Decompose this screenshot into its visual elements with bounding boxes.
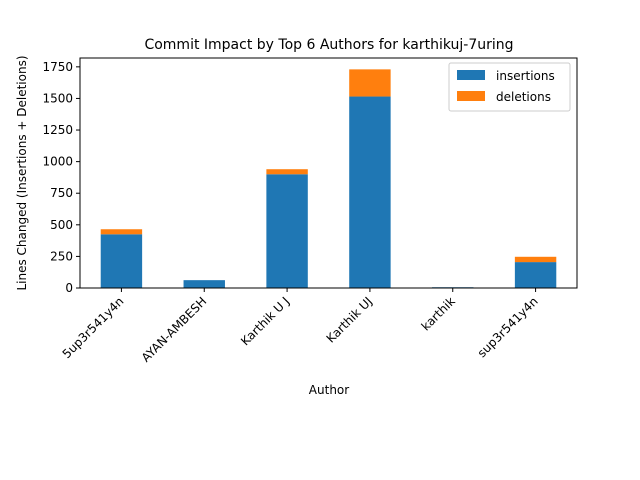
- chart-title: Commit Impact by Top 6 Authors for karth…: [144, 37, 513, 53]
- legend-swatch-insertions: [457, 70, 485, 80]
- y-tick-label-5: 1250: [42, 123, 73, 137]
- bar-insertions-2: [266, 174, 308, 288]
- legend-label-deletions: deletions: [496, 90, 551, 104]
- y-tick-label-3: 750: [50, 186, 73, 200]
- bar-insertions-1: [183, 280, 225, 288]
- bar-deletions-5: [514, 256, 557, 263]
- legend-swatch-deletions: [457, 91, 485, 101]
- y-tick-label-4: 1000: [42, 155, 73, 169]
- y-tick-label-7: 1750: [42, 60, 73, 74]
- y-tick-label-6: 1500: [42, 91, 73, 105]
- y-tick-label-0: 0: [65, 281, 73, 295]
- legend-label-insertions: insertions: [496, 69, 555, 83]
- bar-deletions-3: [349, 69, 391, 97]
- y-tick-label-2: 500: [50, 218, 73, 232]
- y-tick-label-1: 250: [50, 249, 73, 263]
- bar-deletions-0: [100, 229, 143, 235]
- y-axis-title: Lines Changed (Insertions + Deletions): [15, 55, 29, 290]
- bar-insertions-3: [349, 96, 391, 288]
- x-axis-title: Author: [309, 383, 349, 397]
- bars-group: [100, 69, 557, 288]
- bar-deletions-2: [266, 169, 308, 175]
- y-axis: 0 250 500 750 1000 1250 1500 1750: [42, 60, 80, 295]
- bar-insertions-0: [100, 234, 143, 288]
- bar-insertions-5: [514, 262, 557, 288]
- legend: insertions deletions: [448, 62, 571, 112]
- plot-frame: [79, 57, 578, 289]
